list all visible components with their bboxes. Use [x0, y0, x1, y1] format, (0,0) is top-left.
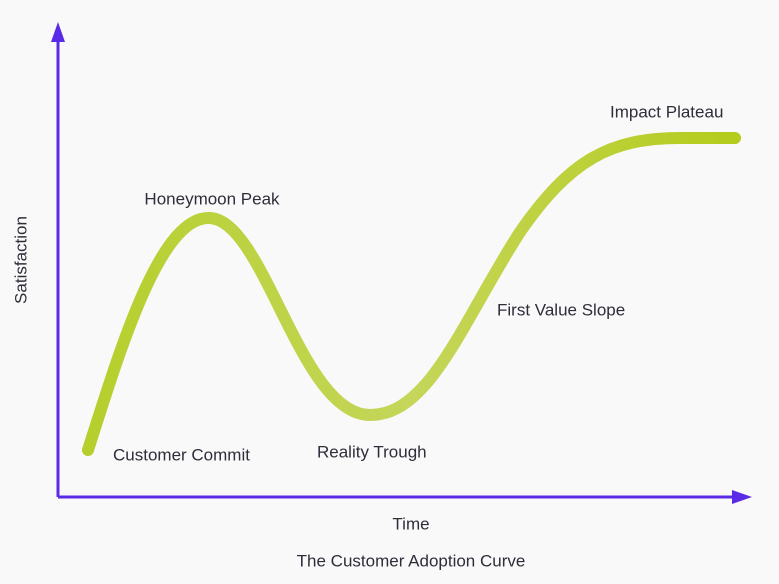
adoption-curve	[82, 132, 741, 456]
stage-label: Honeymoon Peak	[144, 189, 280, 208]
y-axis-arrow	[51, 22, 65, 42]
stage-label: Customer Commit	[113, 445, 250, 464]
stage-label: Impact Plateau	[610, 102, 723, 121]
x-axis-arrow	[732, 490, 752, 504]
stage-label: Reality Trough	[317, 442, 427, 461]
y-axis-label: Satisfaction	[11, 216, 30, 304]
x-axis-label: Time	[392, 514, 429, 533]
stage-label: First Value Slope	[497, 300, 625, 319]
caption: The Customer Adoption Curve	[297, 551, 526, 570]
